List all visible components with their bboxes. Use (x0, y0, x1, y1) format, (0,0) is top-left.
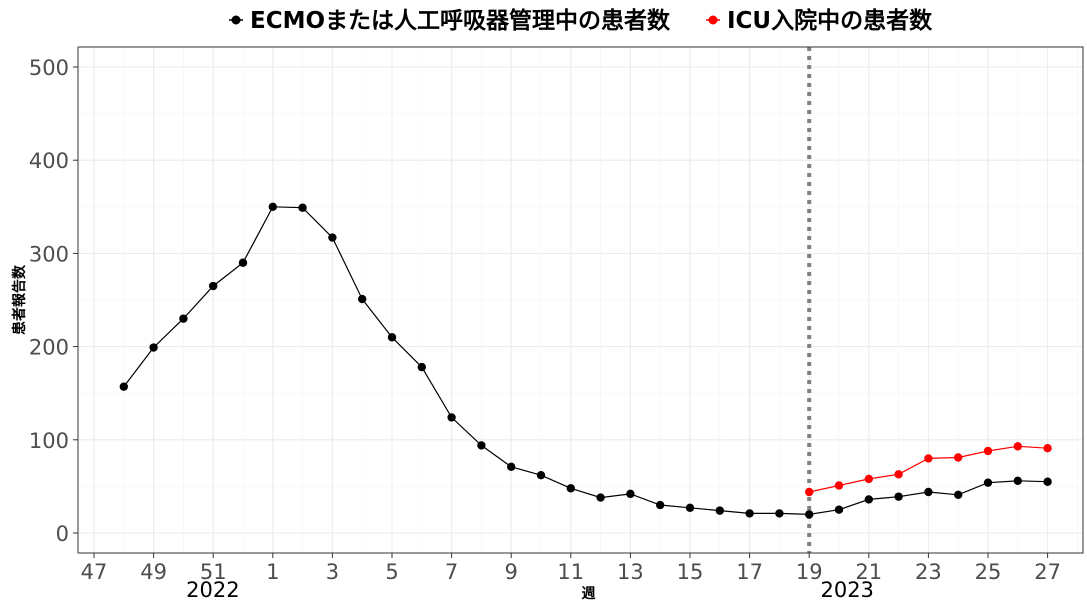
series-1 (805, 442, 1052, 497)
x-tick-label: 21 (855, 560, 882, 584)
data-point (983, 446, 993, 456)
y-axis-title: 患者報告数 (11, 264, 28, 335)
y-tick-label: 300 (29, 242, 69, 266)
data-point (566, 484, 575, 493)
data-point (358, 294, 367, 304)
data-point (775, 509, 784, 518)
x-tick-label: 9 (505, 560, 518, 584)
data-point (149, 343, 158, 352)
x-tick-label: 17 (736, 560, 763, 584)
y-tick-label: 500 (29, 56, 69, 80)
data-point (894, 470, 903, 479)
data-point (596, 493, 605, 502)
data-point (954, 490, 963, 499)
x-tick-label: 13 (617, 560, 644, 584)
data-point (864, 474, 873, 484)
x-tick-label: 19 (796, 560, 823, 584)
data-point (209, 281, 218, 291)
data-point (477, 441, 486, 450)
x-tick-label: 15 (677, 560, 704, 584)
data-point (805, 510, 814, 519)
data-point (1013, 476, 1022, 486)
data-point (536, 471, 546, 480)
data-point (954, 453, 963, 462)
x-tick-label: 51 (200, 560, 227, 584)
data-point (507, 462, 516, 472)
data-point (834, 505, 844, 514)
data-point (685, 503, 695, 513)
series-layer (119, 202, 1052, 519)
y-tick-label: 0 (56, 522, 69, 546)
year-label: 2022 (186, 578, 239, 601)
x-axis-title: 週 (582, 586, 596, 601)
y-tick-label: 400 (29, 149, 69, 173)
x-tick-label: 27 (1034, 560, 1061, 584)
x-tick-label: 3 (326, 560, 339, 584)
x-tick-label: 1 (266, 560, 279, 584)
data-point (417, 362, 426, 372)
y-tick-label: 100 (29, 429, 69, 453)
data-point (864, 495, 873, 504)
year-label: 2023 (820, 578, 873, 601)
data-point (983, 478, 993, 487)
data-point (715, 506, 724, 515)
data-point (626, 489, 635, 499)
legend-ecmo-label: ECMOまたは人工呼吸器管理中の患者数 (250, 7, 671, 34)
data-point (805, 487, 814, 497)
data-point (268, 202, 277, 211)
data-point (924, 454, 933, 463)
data-point (179, 314, 188, 323)
legend-icu-marker (708, 15, 718, 25)
data-point (1043, 443, 1052, 453)
x-tick-label: 25 (975, 560, 1002, 584)
data-point (745, 509, 754, 518)
legend-ecmo-marker (231, 15, 241, 25)
panel-border (77, 46, 1084, 554)
legend: ECMOまたは人工呼吸器管理中の患者数 ICU入院中の患者数 (229, 7, 933, 34)
x-tick-label: 11 (557, 560, 584, 584)
x-axis: 47 49 51 1 3 5 7 9 11 13 15 17 19 21 23 25 27 (81, 553, 1061, 584)
series-line (123, 206, 1048, 516)
y-tick-label: 200 (29, 336, 69, 360)
data-point (834, 481, 844, 490)
data-point (656, 500, 665, 510)
x-tick-label: 7 (445, 560, 458, 584)
x-tick-label: 5 (385, 560, 398, 584)
legend-icu-label: ICU入院中の患者数 (727, 7, 933, 34)
x-tick-label: 47 (81, 560, 108, 584)
data-point (447, 413, 456, 422)
data-point (298, 203, 307, 212)
data-point (328, 233, 337, 242)
data-point (238, 258, 248, 267)
data-point (924, 487, 933, 497)
data-point (894, 492, 903, 501)
series-0 (119, 202, 1052, 519)
data-point (119, 382, 128, 391)
data-point (387, 333, 397, 342)
x-tick-label: 23 (915, 560, 942, 584)
y-axis: 0 100 200 300 400 500 (29, 56, 78, 546)
data-point (1013, 442, 1022, 451)
year-labels: 2022 2023 (186, 578, 874, 601)
x-tick-label: 49 (140, 560, 167, 584)
grid (78, 47, 1083, 553)
data-point (1043, 477, 1052, 486)
